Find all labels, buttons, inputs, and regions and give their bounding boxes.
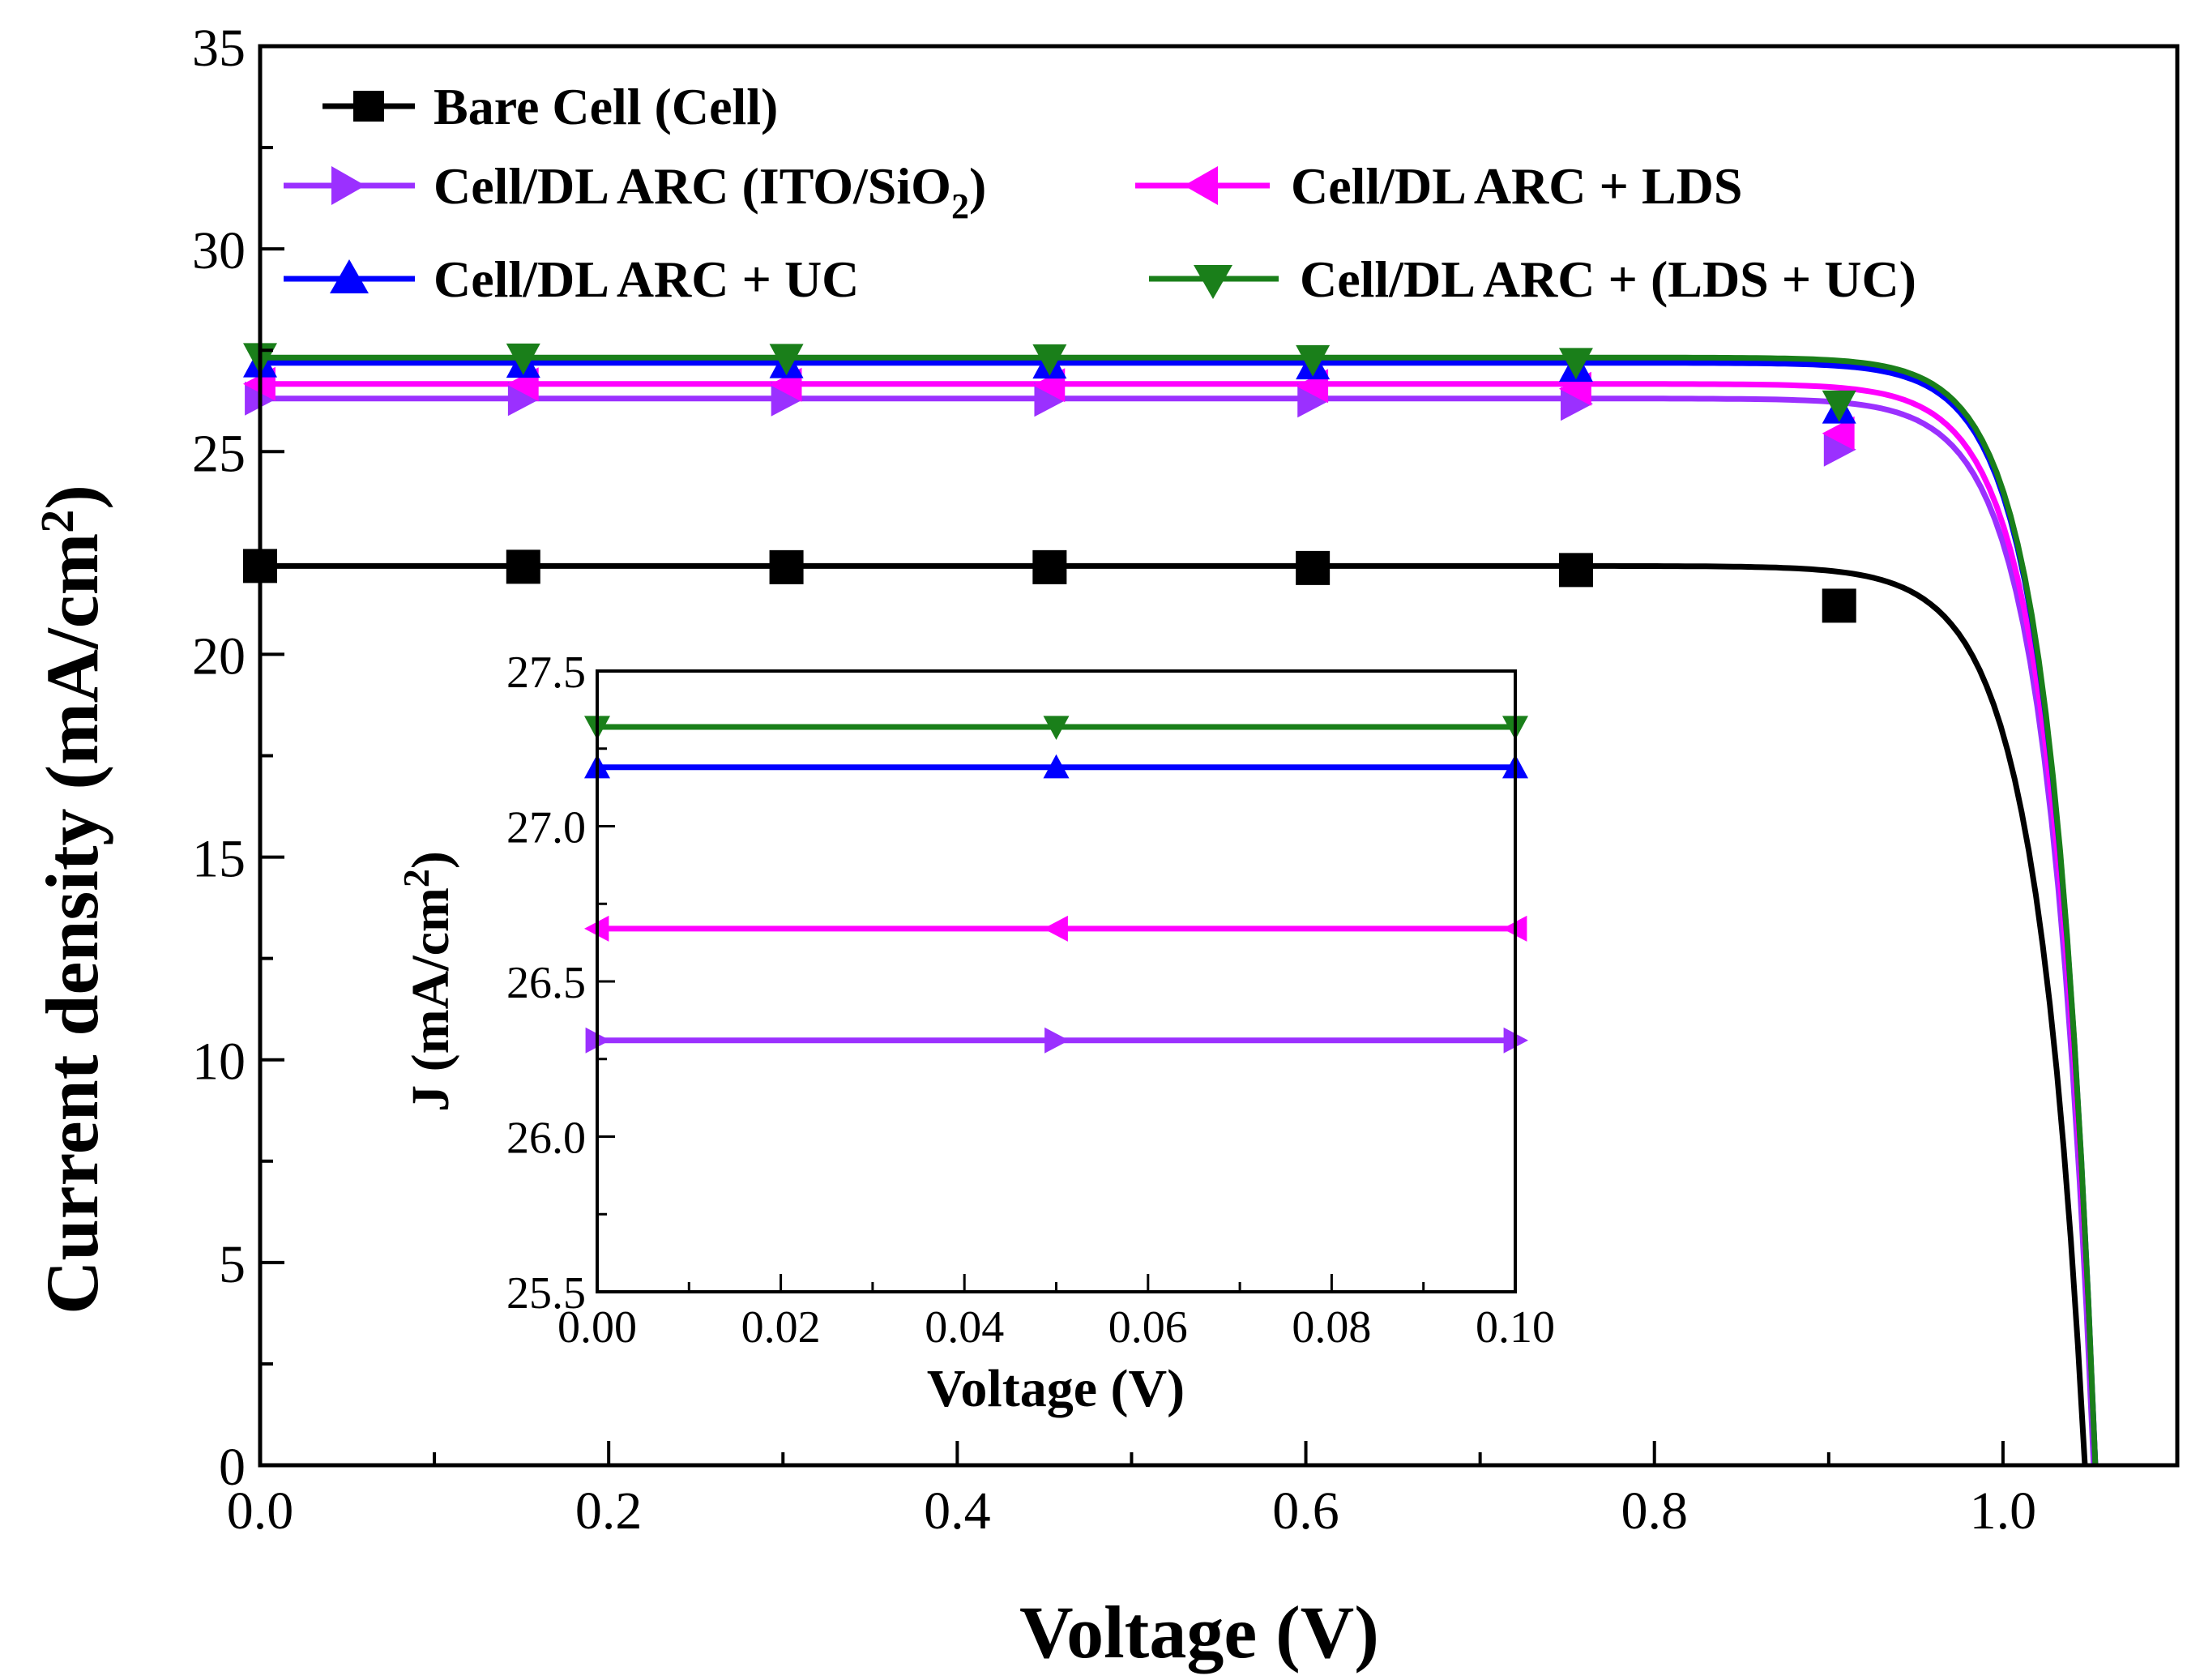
marker-lduc-2	[769, 344, 804, 376]
legend-label-arc-main: Cell/DL ARC (ITO/SiO	[434, 157, 951, 215]
marker-arc-2	[771, 382, 804, 417]
legend-label-arc: Cell/DL ARC (ITO/SiO2)	[434, 157, 986, 226]
legend-marker-uc	[330, 259, 369, 293]
inset-x-axis-title: Voltage (V)	[927, 1359, 1185, 1418]
main-x-tick-label: 0.4	[924, 1481, 991, 1541]
main-y-tick-label: 20	[192, 626, 246, 686]
legend-marker-bare	[353, 91, 384, 122]
marker-bare-4	[1296, 550, 1331, 585]
inset-x-tick-label: 0.02	[741, 1302, 821, 1353]
main-y-tick-label: 5	[219, 1235, 246, 1294]
legend-label-arc-sub: 2	[951, 186, 969, 226]
legend-label-uc: Cell/DL ARC + UC	[434, 250, 859, 308]
main-y-axis-title: Current density (mA/cm2)	[31, 485, 113, 1315]
main-x-tick-label: 0.8	[1621, 1481, 1688, 1541]
marker-bare-2	[769, 549, 804, 584]
main-x-tick-label: 0.2	[575, 1481, 643, 1541]
main-x-tick-label: 0.0	[227, 1481, 294, 1541]
inset-marker-lds-1	[1043, 915, 1068, 942]
marker-lds-6	[1822, 416, 1855, 451]
main-y-tick-label: 25	[192, 424, 246, 483]
inset-marker-lduc-1	[1043, 716, 1070, 740]
main-x-tick-label: 0.6	[1272, 1481, 1339, 1541]
inset-x-tick-label: 0.00	[557, 1302, 637, 1353]
inset-marker-uc-1	[1043, 754, 1070, 779]
legend-label-arc-close: )	[969, 157, 986, 215]
inset-marker-arc-1	[1044, 1027, 1070, 1054]
main-series-lines	[260, 354, 2099, 1466]
marker-lduc-5	[1558, 348, 1593, 380]
inset-y-tick-label: 26.5	[506, 958, 586, 1008]
inset-x-tick-label: 0.04	[925, 1302, 1004, 1353]
legend-label-bare: Bare Cell (Cell)	[434, 78, 778, 135]
marker-lduc-3	[1032, 344, 1067, 376]
inset-x-tick-label: 0.10	[1476, 1302, 1555, 1353]
main-y-tick-label: 0	[219, 1438, 246, 1497]
marker-lduc-4	[1296, 344, 1331, 377]
inset-y-tick-label: 27.5	[506, 648, 586, 698]
inset-y-axis-title-close: )	[401, 851, 460, 869]
curve-bare	[260, 562, 2088, 1466]
inset-x-tick-label: 0.06	[1108, 1302, 1188, 1353]
legend-label-lduc: Cell/DL ARC + (LDS + UC)	[1300, 250, 1916, 308]
marker-lduc-1	[506, 343, 540, 375]
legend: Bare Cell (Cell) Cell/DL ARC (ITO/SiO2) …	[284, 78, 1916, 308]
main-plot: 0.0 0.2 0.4 0.6 0.8 1.0 0 5 10 15 20 25 30 35	[192, 19, 2180, 1541]
curve-lduc	[260, 354, 2099, 1466]
marker-bare-1	[506, 549, 540, 584]
legend-marker-lduc	[1194, 265, 1232, 299]
inset-y-axis-title-main: J (mA/cm	[401, 887, 460, 1112]
inset-plot: 0.00 0.02 0.04 0.06 0.08 0.10 25.5 26.0 26.5 27.0…	[506, 648, 1555, 1353]
marker-arc-1	[507, 382, 540, 417]
main-y-tick-label: 30	[192, 221, 246, 280]
marker-bare-6	[1822, 588, 1856, 623]
inset-y-tick-label: 25.5	[506, 1268, 586, 1319]
marker-bare-5	[1558, 553, 1593, 588]
main-y-axis-title-sup: 2	[31, 510, 83, 533]
main-y-tick-label: 35	[192, 19, 246, 78]
marker-arc-6	[1823, 432, 1856, 467]
curve-arc	[260, 395, 2097, 1466]
main-y-axis-title-main: Current density (mA/cm	[31, 533, 113, 1315]
curve-lds	[260, 381, 2099, 1466]
legend-marker-arc	[331, 166, 365, 205]
main-y-tick-label: 10	[192, 1032, 246, 1092]
main-y-tick-label: 15	[192, 830, 246, 889]
inset-axis-ticks: 0.00 0.02 0.04 0.06 0.08 0.10 25.5 26.0 26.5 27.0…	[506, 648, 1555, 1353]
legend-marker-lds	[1184, 166, 1218, 205]
main-x-tick-label: 1.0	[1970, 1481, 2037, 1541]
marker-arc-4	[1297, 383, 1331, 418]
main-y-axis-title-close: )	[31, 485, 113, 510]
main-axis-ticks: 0.0 0.2 0.4 0.6 0.8 1.0 0 5 10 15 20 25 30 35	[192, 19, 2179, 1541]
main-x-axis-title: Voltage (V)	[1019, 1591, 1379, 1674]
inset-y-tick-label: 26.0	[506, 1114, 586, 1164]
marker-arc-5	[1561, 387, 1593, 421]
inset-y-tick-label: 27.0	[506, 803, 586, 853]
curve-uc	[260, 360, 2099, 1466]
marker-arc-3	[1034, 383, 1067, 417]
marker-bare-3	[1032, 549, 1067, 584]
inset-x-tick-label: 0.08	[1292, 1302, 1371, 1353]
marker-lduc-6	[1822, 390, 1856, 422]
legend-label-lds: Cell/DL ARC + LDS	[1291, 157, 1742, 215]
main-series-markers	[243, 343, 1856, 623]
inset-y-axis-title-sup: 2	[395, 869, 437, 887]
inset-y-axis-title: J (mA/cm2)	[395, 851, 460, 1112]
